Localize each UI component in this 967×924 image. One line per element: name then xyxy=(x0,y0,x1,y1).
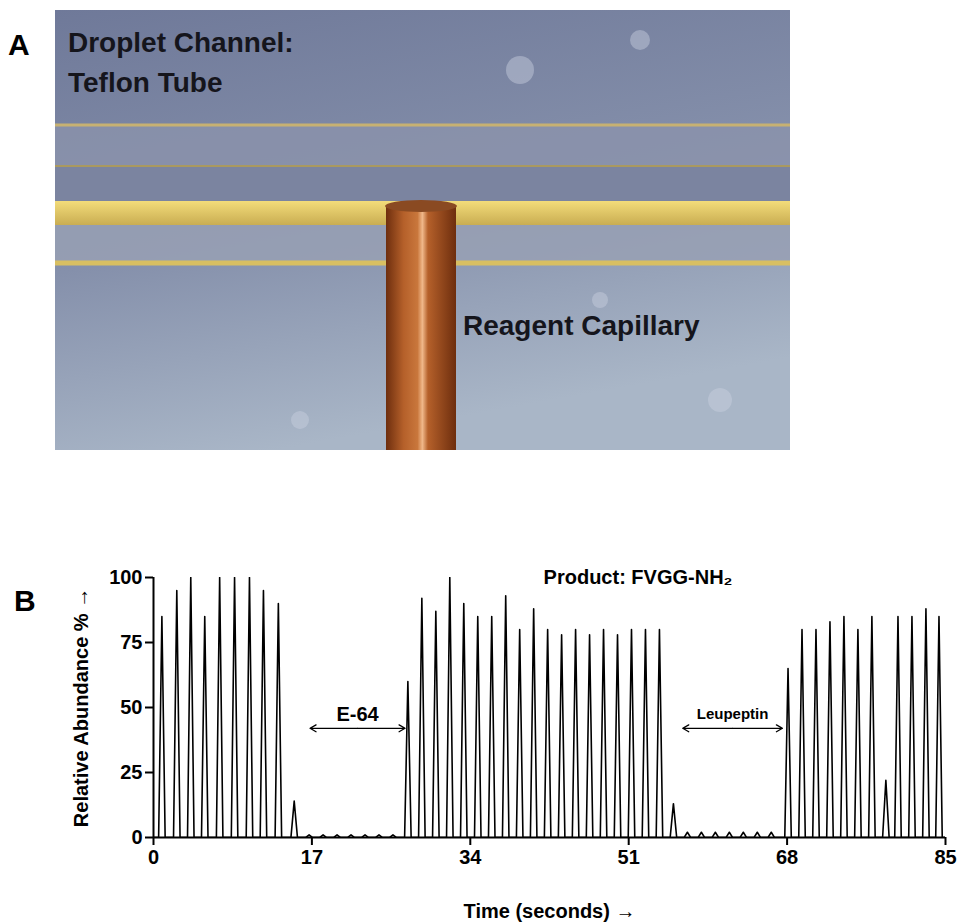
svg-text:85: 85 xyxy=(934,846,956,868)
svg-text:50: 50 xyxy=(120,696,142,718)
svg-text:0: 0 xyxy=(148,846,159,868)
svg-text:25: 25 xyxy=(120,761,142,783)
svg-text:75: 75 xyxy=(120,631,142,653)
svg-text:A: A xyxy=(8,28,30,61)
svg-text:0: 0 xyxy=(131,826,142,848)
svg-text:100: 100 xyxy=(109,566,142,588)
svg-text:34: 34 xyxy=(459,846,482,868)
svg-text:Droplet Channel:: Droplet Channel: xyxy=(68,27,294,58)
svg-text:17: 17 xyxy=(301,846,323,868)
svg-text:Relative Abundance % →: Relative Abundance % → xyxy=(70,588,92,827)
svg-text:Product: FVGG-NH₂: Product: FVGG-NH₂ xyxy=(544,566,733,588)
svg-text:Leupeptin: Leupeptin xyxy=(697,705,769,722)
svg-text:51: 51 xyxy=(618,846,640,868)
svg-text:68: 68 xyxy=(776,846,798,868)
svg-text:E-64: E-64 xyxy=(336,703,379,725)
html-text:B: B xyxy=(14,584,36,617)
svg-text:Time (seconds) →: Time (seconds) → xyxy=(464,900,636,922)
svg-text:Reagent Capillary: Reagent Capillary xyxy=(463,310,700,341)
svg-text:Teflon Tube: Teflon Tube xyxy=(68,67,223,98)
